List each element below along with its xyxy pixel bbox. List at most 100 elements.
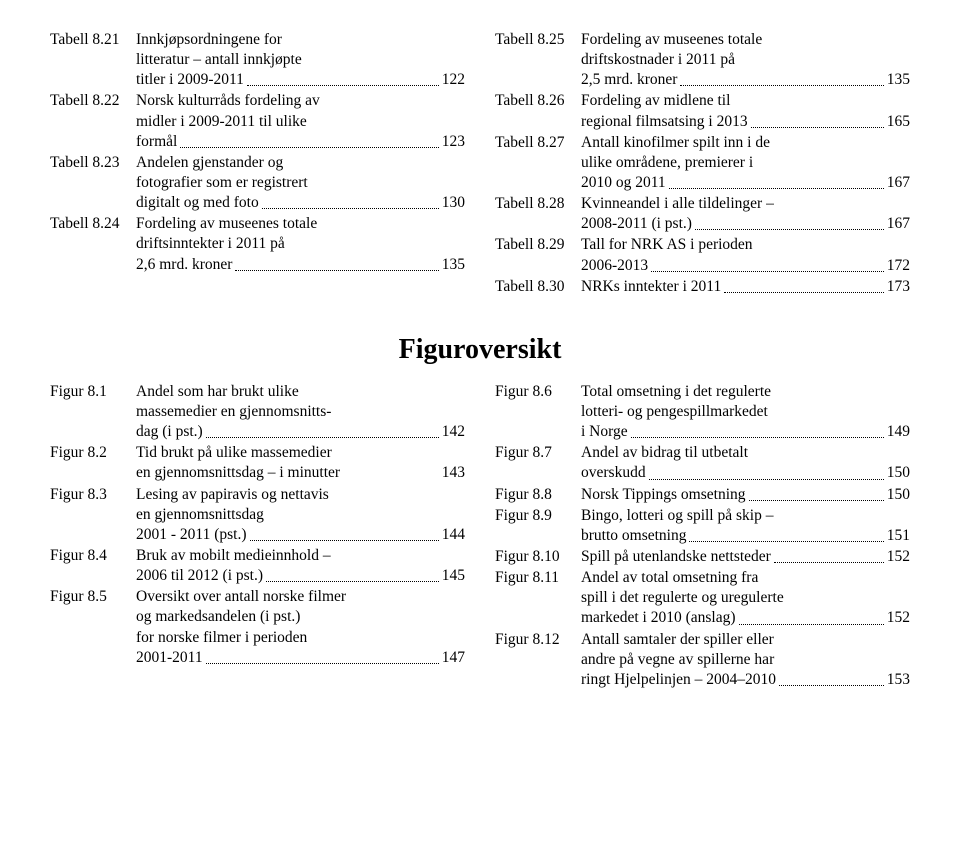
leader-dots bbox=[751, 127, 884, 128]
toc-entry: Tabell 8.27Antall kinofilmer spilt inn i… bbox=[495, 133, 910, 193]
toc-entry: Tabell 8.21Innkjøpsordningene forlittera… bbox=[50, 30, 465, 90]
entry-line: Kvinneandel i alle tildelinger – bbox=[581, 194, 910, 214]
entry-line: Antall samtaler der spiller eller bbox=[581, 630, 910, 650]
entry-line: Oversikt over antall norske filmer bbox=[136, 587, 465, 607]
entry-line: fotografier som er registrert bbox=[136, 173, 465, 193]
entry-body: Tid brukt på ulike massemedieren gjennom… bbox=[136, 443, 465, 483]
entry-page: 167 bbox=[887, 214, 910, 234]
leader-dots bbox=[631, 437, 884, 438]
entry-body: Andelen gjenstander ogfotografier som er… bbox=[136, 153, 465, 213]
toc-entry: Tabell 8.24Fordeling av museenes totaled… bbox=[50, 214, 465, 274]
entry-line: og markedsandelen (i pst.) bbox=[136, 607, 465, 627]
entry-last-text: titler i 2009-2011 bbox=[136, 70, 244, 90]
entry-body: Total omsetning i det regulertelotteri- … bbox=[581, 382, 910, 442]
entry-label: Tabell 8.22 bbox=[50, 91, 136, 151]
entry-label: Tabell 8.27 bbox=[495, 133, 581, 193]
entry-label: Figur 8.9 bbox=[495, 506, 581, 546]
toc-entry: Figur 8.6Total omsetning i det regulerte… bbox=[495, 382, 910, 442]
entry-last-row: markedet i 2010 (anslag) 152 bbox=[581, 608, 910, 628]
entry-label: Tabell 8.30 bbox=[495, 277, 581, 297]
top-right-column: Tabell 8.25Fordeling av museenes totaled… bbox=[495, 30, 910, 298]
entry-label: Figur 8.1 bbox=[50, 382, 136, 442]
toc-entry: Figur 8.12Antall samtaler der spiller el… bbox=[495, 630, 910, 690]
entry-last-text: regional filmsatsing i 2013 bbox=[581, 112, 748, 132]
entry-last-row: 2006-2013 172 bbox=[581, 256, 910, 276]
entry-last-text: i Norge bbox=[581, 422, 628, 442]
entry-body: Bingo, lotteri og spill på skip –brutto … bbox=[581, 506, 910, 546]
entry-line: Andel som har brukt ulike bbox=[136, 382, 465, 402]
entry-label: Figur 8.7 bbox=[495, 443, 581, 483]
entry-page: 149 bbox=[887, 422, 910, 442]
entry-body: Lesing av papiravis og nettavisen gjenno… bbox=[136, 485, 465, 545]
entry-label: Tabell 8.26 bbox=[495, 91, 581, 131]
toc-entry: Tabell 8.29Tall for NRK AS i perioden200… bbox=[495, 235, 910, 275]
entry-line: Norsk kulturråds fordeling av bbox=[136, 91, 465, 111]
entry-line: Bingo, lotteri og spill på skip – bbox=[581, 506, 910, 526]
entry-line: Andel av bidrag til utbetalt bbox=[581, 443, 910, 463]
entry-last-row: 2010 og 2011 167 bbox=[581, 173, 910, 193]
entry-last-row: Spill på utenlandske nettsteder152 bbox=[581, 547, 910, 567]
entry-body: Andel av total omsetning fraspill i det … bbox=[581, 568, 910, 628]
toc-entry: Figur 8.1Andel som har brukt ulikemassem… bbox=[50, 382, 465, 442]
entry-last-row: i Norge 149 bbox=[581, 422, 910, 442]
entry-page: 172 bbox=[887, 256, 910, 276]
toc-entry: Figur 8.4Bruk av mobilt medieinnhold –20… bbox=[50, 546, 465, 586]
entry-last-row: digitalt og med foto130 bbox=[136, 193, 465, 213]
top-section: Tabell 8.21Innkjøpsordningene forlittera… bbox=[50, 30, 910, 298]
entry-last-text: 2010 og 2011 bbox=[581, 173, 666, 193]
entry-line: Antall kinofilmer spilt inn i de bbox=[581, 133, 910, 153]
toc-entry: Tabell 8.22Norsk kulturråds fordeling av… bbox=[50, 91, 465, 151]
entry-last-text: Spill på utenlandske nettsteder bbox=[581, 547, 771, 567]
entry-last-row: brutto omsetning 151 bbox=[581, 526, 910, 546]
entry-label: Tabell 8.24 bbox=[50, 214, 136, 274]
entry-line: midler i 2009-2011 til ulike bbox=[136, 112, 465, 132]
toc-entry: Figur 8.8Norsk Tippings omsetning150 bbox=[495, 485, 910, 505]
toc-entry: Figur 8.2Tid brukt på ulike massemediere… bbox=[50, 443, 465, 483]
leader-dots bbox=[206, 663, 439, 664]
entry-body: Norsk kulturråds fordeling avmidler i 20… bbox=[136, 91, 465, 151]
entry-label: Tabell 8.23 bbox=[50, 153, 136, 213]
entry-page: 173 bbox=[887, 277, 910, 297]
entry-line: spill i det regulerte og uregulerte bbox=[581, 588, 910, 608]
bottom-right-column: Figur 8.6Total omsetning i det regulerte… bbox=[495, 382, 910, 691]
entry-page: 150 bbox=[887, 463, 910, 483]
entry-line: en gjennomsnittsdag bbox=[136, 505, 465, 525]
entry-label: Tabell 8.21 bbox=[50, 30, 136, 90]
leader-dots bbox=[669, 188, 884, 189]
leader-dots bbox=[250, 540, 439, 541]
entry-line: massemedier en gjennomsnitts- bbox=[136, 402, 465, 422]
entry-page: 130 bbox=[442, 193, 465, 213]
entry-label: Figur 8.4 bbox=[50, 546, 136, 586]
entry-last-text: 2001-2011 bbox=[136, 648, 203, 668]
entry-last-text: brutto omsetning bbox=[581, 526, 686, 546]
entry-line: ulike områdene, premierer i bbox=[581, 153, 910, 173]
entry-last-text: formål bbox=[136, 132, 177, 152]
entry-page: 144 bbox=[442, 525, 465, 545]
leader-dots bbox=[739, 624, 884, 625]
entry-last-row: formål123 bbox=[136, 132, 465, 152]
entry-label: Tabell 8.25 bbox=[495, 30, 581, 90]
leader-dots bbox=[235, 270, 438, 271]
entry-line: litteratur – antall innkjøpte bbox=[136, 50, 465, 70]
entry-last-text: markedet i 2010 (anslag) bbox=[581, 608, 736, 628]
toc-entry: Tabell 8.25Fordeling av museenes totaled… bbox=[495, 30, 910, 90]
entry-body: Andel av bidrag til utbetaltoverskudd150 bbox=[581, 443, 910, 483]
toc-entry: Figur 8.11Andel av total omsetning frasp… bbox=[495, 568, 910, 628]
toc-entry: Tabell 8.23Andelen gjenstander ogfotogra… bbox=[50, 153, 465, 213]
entry-line: Fordeling av museenes totale bbox=[581, 30, 910, 50]
leader-dots bbox=[689, 541, 883, 542]
entry-page: 151 bbox=[887, 526, 910, 546]
toc-entry: Figur 8.9Bingo, lotteri og spill på skip… bbox=[495, 506, 910, 546]
leader-dots bbox=[680, 85, 883, 86]
entry-last-text: 2006 til 2012 (i pst.) bbox=[136, 566, 263, 586]
entry-last-row: 2001 - 2011 (pst.)144 bbox=[136, 525, 465, 545]
toc-entry: Figur 8.3Lesing av papiravis og nettavis… bbox=[50, 485, 465, 545]
entry-page: 152 bbox=[887, 608, 910, 628]
entry-last-text: 2008-2011 (i pst.) bbox=[581, 214, 692, 234]
entry-last-row: 2001-2011147 bbox=[136, 648, 465, 668]
bottom-left-column: Figur 8.1Andel som har brukt ulikemassem… bbox=[50, 382, 465, 691]
entry-line: Tall for NRK AS i perioden bbox=[581, 235, 910, 255]
entry-page: 167 bbox=[887, 173, 910, 193]
entry-last-text: 2006-2013 bbox=[581, 256, 648, 276]
toc-entry: Tabell 8.26Fordeling av midlene tilregio… bbox=[495, 91, 910, 131]
